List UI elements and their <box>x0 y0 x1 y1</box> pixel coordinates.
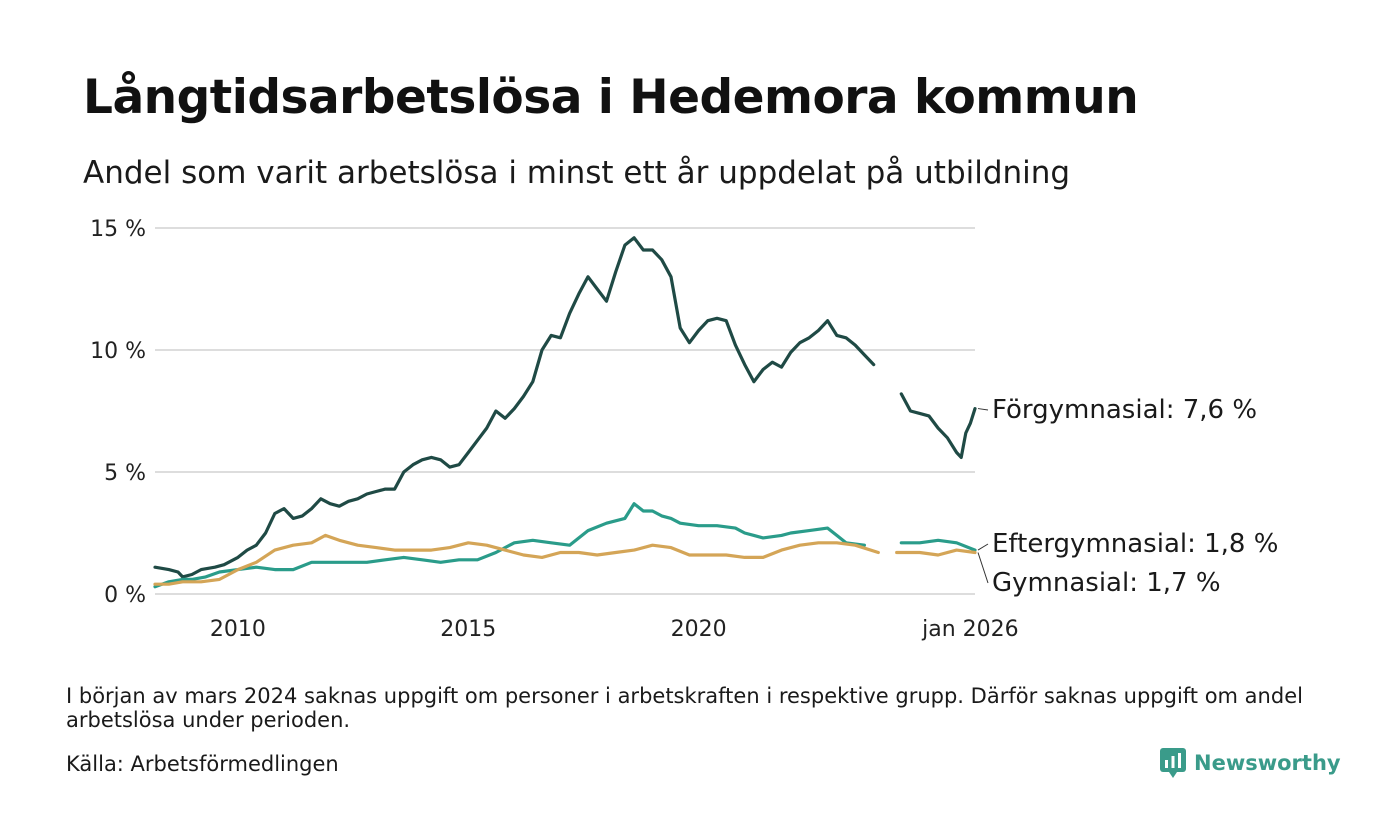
footnote: I början av mars 2024 saknas uppgift om … <box>66 684 1303 732</box>
series-line-eftergymnasial <box>153 502 866 589</box>
y-axis-ticks: 0 % 5 % 10 % 15 % <box>90 217 146 608</box>
series-line-eftergymnasial <box>899 538 977 552</box>
x-tick-label: 2020 <box>671 617 727 642</box>
brand-name: Newsworthy <box>1194 751 1341 775</box>
series-line-förgymnasial <box>899 392 977 459</box>
x-tick-label: 2015 <box>440 617 496 642</box>
series-labels: Förgymnasial: 7,6 % Eftergymnasial: 1,8 %… <box>977 395 1278 598</box>
x-tick-label: jan 2026 <box>921 617 1019 642</box>
x-axis-ticks: 2010 2015 2020 jan 2026 <box>210 617 1019 642</box>
chart-subtitle: Andel som varit arbetslösa i minst ett å… <box>83 155 1071 191</box>
leader-line <box>977 543 989 551</box>
series-label-eftergymnasial: Eftergymnasial: 1,8 % <box>992 529 1278 559</box>
y-tick-label: 0 % <box>104 583 146 608</box>
leader-line <box>977 552 989 584</box>
series-line-gymnasial <box>895 548 977 557</box>
brand[interactable]: Newsworthy <box>1160 748 1341 778</box>
source-text: Källa: Arbetsförmedlingen <box>66 752 339 776</box>
series-lines <box>153 236 977 589</box>
series-label-förgymnasial: Förgymnasial: 7,6 % <box>992 395 1257 425</box>
chart-title: Långtidsarbetslösa i Hedemora kommun <box>83 70 1139 125</box>
y-tick-label: 10 % <box>90 339 146 364</box>
newsworthy-logo-icon <box>1160 748 1186 778</box>
series-line-gymnasial <box>153 533 880 586</box>
y-tick-label: 15 % <box>90 217 146 242</box>
x-tick-label: 2010 <box>210 617 266 642</box>
y-tick-label: 5 % <box>104 461 146 486</box>
gridlines <box>155 227 975 595</box>
leader-line <box>977 408 989 411</box>
series-label-gymnasial: Gymnasial: 1,7 % <box>992 568 1221 598</box>
series-line-förgymnasial <box>153 236 876 579</box>
